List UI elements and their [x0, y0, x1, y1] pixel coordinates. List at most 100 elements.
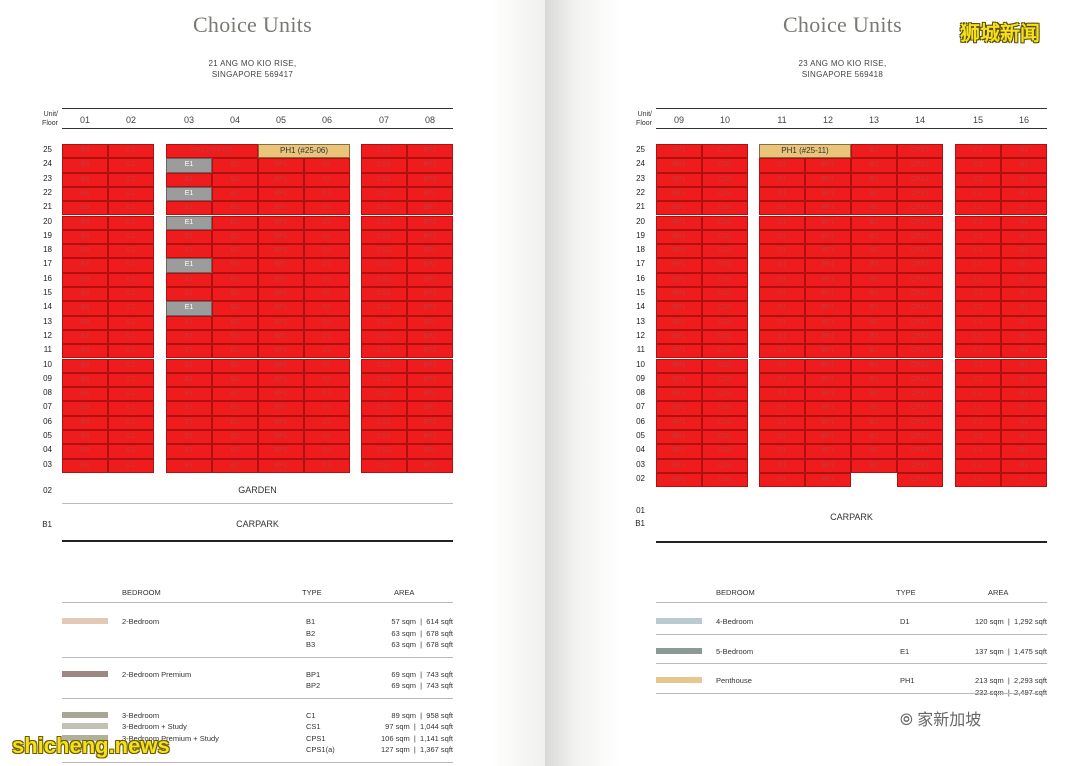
unit-cell-sold: BP2	[407, 287, 453, 302]
watermark-site: shicheng.news	[12, 733, 170, 758]
unit-cell-sold: BP2	[407, 244, 453, 259]
unit-cell-sold: BP2	[407, 372, 453, 388]
unit-cell-sold: BP1	[656, 287, 702, 302]
unit-cell-sold: C1	[108, 287, 154, 302]
garden-label: GARDEN	[238, 485, 277, 495]
unit-cell-sold: CS1	[702, 215, 748, 230]
unit-cell-sold: B2	[212, 229, 258, 245]
floor-label: 09	[43, 373, 52, 383]
unit-cell-sold: BP1	[258, 172, 304, 187]
unit-cell-sold: C1	[108, 229, 154, 245]
floor-label: 20	[43, 216, 52, 226]
unit-cell-sold: B1	[1001, 372, 1047, 388]
header-top-rule	[62, 108, 453, 109]
unit-cell-sold: BP1	[656, 158, 702, 173]
unit-cell-sold: CS1	[702, 186, 748, 202]
unit-cell-sold: C1	[108, 186, 154, 202]
unit-cell-sold: D1	[304, 258, 350, 273]
unit-cell-sold: CS1	[361, 458, 407, 473]
unit-cell-sold: D1	[759, 172, 805, 187]
unit-cell-sold: B2	[851, 244, 897, 259]
floor-label: 21	[636, 202, 645, 212]
unit-cell-sold: BP1	[656, 458, 702, 473]
unit-cell-sold: C1	[108, 458, 154, 473]
unit-cell-sold: CS1	[361, 244, 407, 259]
unit-cell-sold: C1	[955, 444, 1001, 459]
legend-swatch	[656, 677, 702, 683]
unit-cell-sold: B3	[62, 287, 108, 302]
floor-label: 19	[636, 230, 645, 240]
unit-cell-sold: B2	[851, 272, 897, 287]
unit-cell-sold: BP1	[258, 358, 304, 373]
floor-label: B1	[635, 519, 645, 528]
unit-cell-sold: CS1	[702, 158, 748, 173]
unit-cell-sold: CS1	[361, 301, 407, 316]
unit-cell-sold: BP1	[258, 258, 304, 273]
unit-cell-sold: B1	[1001, 458, 1047, 473]
unit-cell-sold: BP1	[656, 244, 702, 259]
unit-cell-sold: CPS1	[897, 387, 943, 402]
unit-cell-sold: BP1	[805, 372, 851, 388]
floor-label: 12	[43, 330, 52, 340]
unit-cell-sold: C1	[955, 186, 1001, 202]
unit-column-header: 13	[868, 115, 879, 125]
unit-cell-sold: B3	[62, 315, 108, 330]
unit-cell-sold: C1	[955, 172, 1001, 187]
unit-cell-sold: B2	[212, 387, 258, 402]
unit-cell-sold: BP2	[407, 444, 453, 459]
legend-header-type: TYPE	[896, 588, 916, 597]
unit-cell-sold: E1	[166, 172, 212, 187]
unit-cell-sold: BP1	[656, 430, 702, 445]
unit-cell-sold: B2	[212, 329, 258, 345]
unit-cell-sold: E1	[166, 287, 212, 302]
unit-cell-sold: CPS1	[897, 415, 943, 430]
unit-cell-sold: D1	[759, 387, 805, 402]
unit-cell-sold: B2	[851, 401, 897, 416]
floor-label: 24	[43, 159, 52, 169]
legend-area: 69 sqm | 743 sqft	[391, 681, 453, 690]
legend-type: C1	[306, 710, 316, 720]
unit-column-header: 05	[275, 115, 286, 125]
unit-cell-sold: CPS1	[897, 272, 943, 287]
unit-cell-sold: BP2	[407, 329, 453, 345]
unit-cell-sold: E1	[166, 387, 212, 402]
carpark-rule	[656, 541, 1047, 543]
unit-cell-sold: BP1	[805, 244, 851, 259]
floor-label: 01	[636, 506, 645, 515]
unit-cell-sold: CS1	[361, 444, 407, 459]
unit-cell-sold: BP1	[656, 258, 702, 273]
unit-cell-sold: B2	[212, 215, 258, 230]
unit-cell-sold: CS1	[702, 358, 748, 373]
unit-cell-sold: B1	[1001, 144, 1047, 159]
legend-bedroom-name: 2-Bedroom Premium	[122, 669, 192, 679]
unit-cell-sold: BP1	[656, 329, 702, 345]
unit-floor-header: Unit/Floor	[20, 110, 58, 128]
unit-cell-sold: B2	[851, 158, 897, 173]
unit-cell-sold: B2	[851, 372, 897, 388]
unit-cell-sold: B3	[62, 344, 108, 359]
floor-label: 06	[43, 416, 52, 426]
unit-cell-sold: D1	[759, 158, 805, 173]
unit-cell-sold: BP1	[258, 158, 304, 173]
unit-cell-sold: B2	[212, 430, 258, 445]
unit-cell-sold: CS1	[702, 287, 748, 302]
unit-cell-sold: C1	[955, 472, 1001, 488]
unit-cell-sold: BP1	[805, 215, 851, 230]
unit-cell-sold: CPS1	[897, 258, 943, 273]
unit-cell-sold: B2	[212, 444, 258, 459]
unit-cell-sold: BP1	[258, 458, 304, 473]
unit-cell-sold: BP2	[407, 415, 453, 430]
unit-cell-sold: C1	[955, 315, 1001, 330]
legend-header-bedroom: BEDROOM	[122, 588, 161, 597]
page-title: Choice Units	[192, 12, 313, 37]
unit-cell-sold: D1	[759, 472, 805, 488]
legend-group-rule	[656, 633, 1047, 635]
legend-bedroom-name: Penthouse	[716, 676, 752, 685]
unit-cell-sold: CPS1	[897, 430, 943, 445]
unit-cell-sold: CPS1	[897, 372, 943, 388]
unit-cell-sold: D1	[304, 244, 350, 259]
legend-bedroom-name: 3-Bedroom + Study	[122, 722, 187, 731]
unit-cell-sold: B2	[851, 301, 897, 316]
unit-column-header: 16	[1018, 115, 1029, 125]
unit-cell-sold: C1	[108, 358, 154, 373]
